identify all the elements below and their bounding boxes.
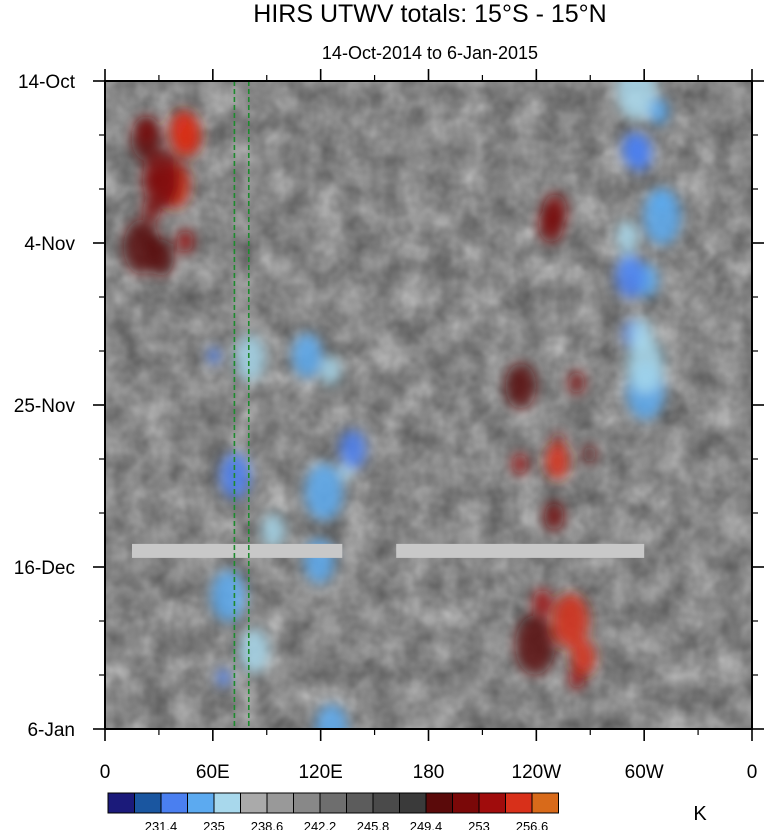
field-blob xyxy=(261,513,286,549)
colorbar-label: 256.6 xyxy=(516,819,549,830)
y-tick-label: 25-Nov xyxy=(14,396,76,417)
field-blob xyxy=(532,589,553,617)
colorbar-swatch xyxy=(160,792,188,814)
colorbar-swatch xyxy=(266,792,294,814)
colorbar-swatch xyxy=(107,792,135,814)
field-features xyxy=(123,81,681,729)
x-tick-label: 60W xyxy=(625,762,664,783)
field-blob xyxy=(315,704,348,729)
x-axis: 0 60E 120E 180 120W 60W 0 xyxy=(100,69,758,783)
field-blob xyxy=(207,347,221,364)
colorbar-swatch xyxy=(478,792,506,814)
x-tick-label: 0 xyxy=(747,762,758,783)
colorbar-label: 245.8 xyxy=(357,819,390,830)
colorbar-label: 253 xyxy=(468,819,490,830)
colorbar-swatch xyxy=(531,792,559,814)
field-blob xyxy=(234,334,266,382)
field-blob xyxy=(569,668,585,689)
field-blob xyxy=(170,112,201,158)
plot-area xyxy=(105,81,752,729)
field-blob xyxy=(649,97,669,126)
colorbar-label: 235 xyxy=(203,819,225,830)
chart-subtitle: 14-Oct-2014 to 6-Jan-2015 xyxy=(322,43,538,63)
colorbar-label: 238.6 xyxy=(251,819,284,830)
chart-title: HIRS UTWV totals: 15°S - 15°N xyxy=(253,0,606,28)
colorbar-label: 249.4 xyxy=(410,819,443,830)
field-blob xyxy=(615,254,645,299)
field-blob xyxy=(145,233,159,252)
colorbar-swatch xyxy=(293,792,321,814)
field-blob xyxy=(219,452,251,499)
field-blob xyxy=(304,463,344,521)
field-blob xyxy=(583,445,597,464)
missing-data-bar xyxy=(132,543,343,558)
colorbar-swatch xyxy=(187,792,215,814)
colorbar-label: 231.4 xyxy=(145,819,178,830)
y-axis: 14-Oct 4-Nov 25-Nov 16-Dec 6-Jan xyxy=(14,72,764,741)
colorbar-swatch xyxy=(452,792,480,814)
y-tick-label: 4-Nov xyxy=(24,234,75,255)
field-blob xyxy=(339,430,367,470)
field-blob xyxy=(217,669,230,687)
field-blob xyxy=(142,150,182,209)
field-blob xyxy=(545,443,570,480)
field-blob xyxy=(515,615,556,675)
reference-lines xyxy=(233,81,250,729)
x-tick-label: 120W xyxy=(512,762,562,783)
field-blob xyxy=(568,371,585,395)
y-tick-label: 6-Jan xyxy=(27,720,75,741)
y-tick-label: 14-Oct xyxy=(18,72,76,93)
missing-data-bars xyxy=(132,543,645,558)
x-tick-label: 120E xyxy=(298,762,342,783)
field-blob xyxy=(211,570,246,622)
x-tick-label: 180 xyxy=(413,762,445,783)
colorbar-swatch xyxy=(213,792,241,814)
x-tick-label: 0 xyxy=(100,762,111,783)
missing-data-bar xyxy=(396,543,645,558)
colorbar: 231.4 235 238.6 242.2 245.8 249.4 253 256.6 xyxy=(107,792,559,830)
colorbar-swatch xyxy=(134,792,162,814)
field-blob xyxy=(571,639,596,676)
field-blob xyxy=(137,117,157,145)
field-blob xyxy=(319,355,341,386)
colorbar-swatch xyxy=(346,792,374,814)
colorbar-swatch xyxy=(372,792,400,814)
colorbar-label: 242.2 xyxy=(304,819,337,830)
colorbar-swatch xyxy=(399,792,427,814)
field-blob xyxy=(544,502,564,531)
field-blob xyxy=(177,230,194,253)
field-blob xyxy=(505,363,537,409)
field-blob xyxy=(621,131,646,167)
colorbar-swatch xyxy=(319,792,347,814)
field-blob xyxy=(626,336,665,394)
field-blob xyxy=(616,220,639,253)
field-blob xyxy=(291,333,323,379)
field-blob xyxy=(552,593,589,649)
x-tick-label: 60E xyxy=(196,762,230,783)
colorbar-unit: K xyxy=(693,803,707,825)
field-blob xyxy=(512,453,528,475)
field-blob xyxy=(238,628,269,674)
y-tick-label: 16-Dec xyxy=(14,558,75,579)
colorbar-swatch xyxy=(505,792,533,814)
field-blob xyxy=(652,188,669,212)
colorbar-swatch xyxy=(425,792,453,814)
field-blob xyxy=(617,81,657,121)
colorbar-swatch xyxy=(240,792,268,814)
field-blob xyxy=(542,193,568,230)
field-blob xyxy=(643,188,681,245)
